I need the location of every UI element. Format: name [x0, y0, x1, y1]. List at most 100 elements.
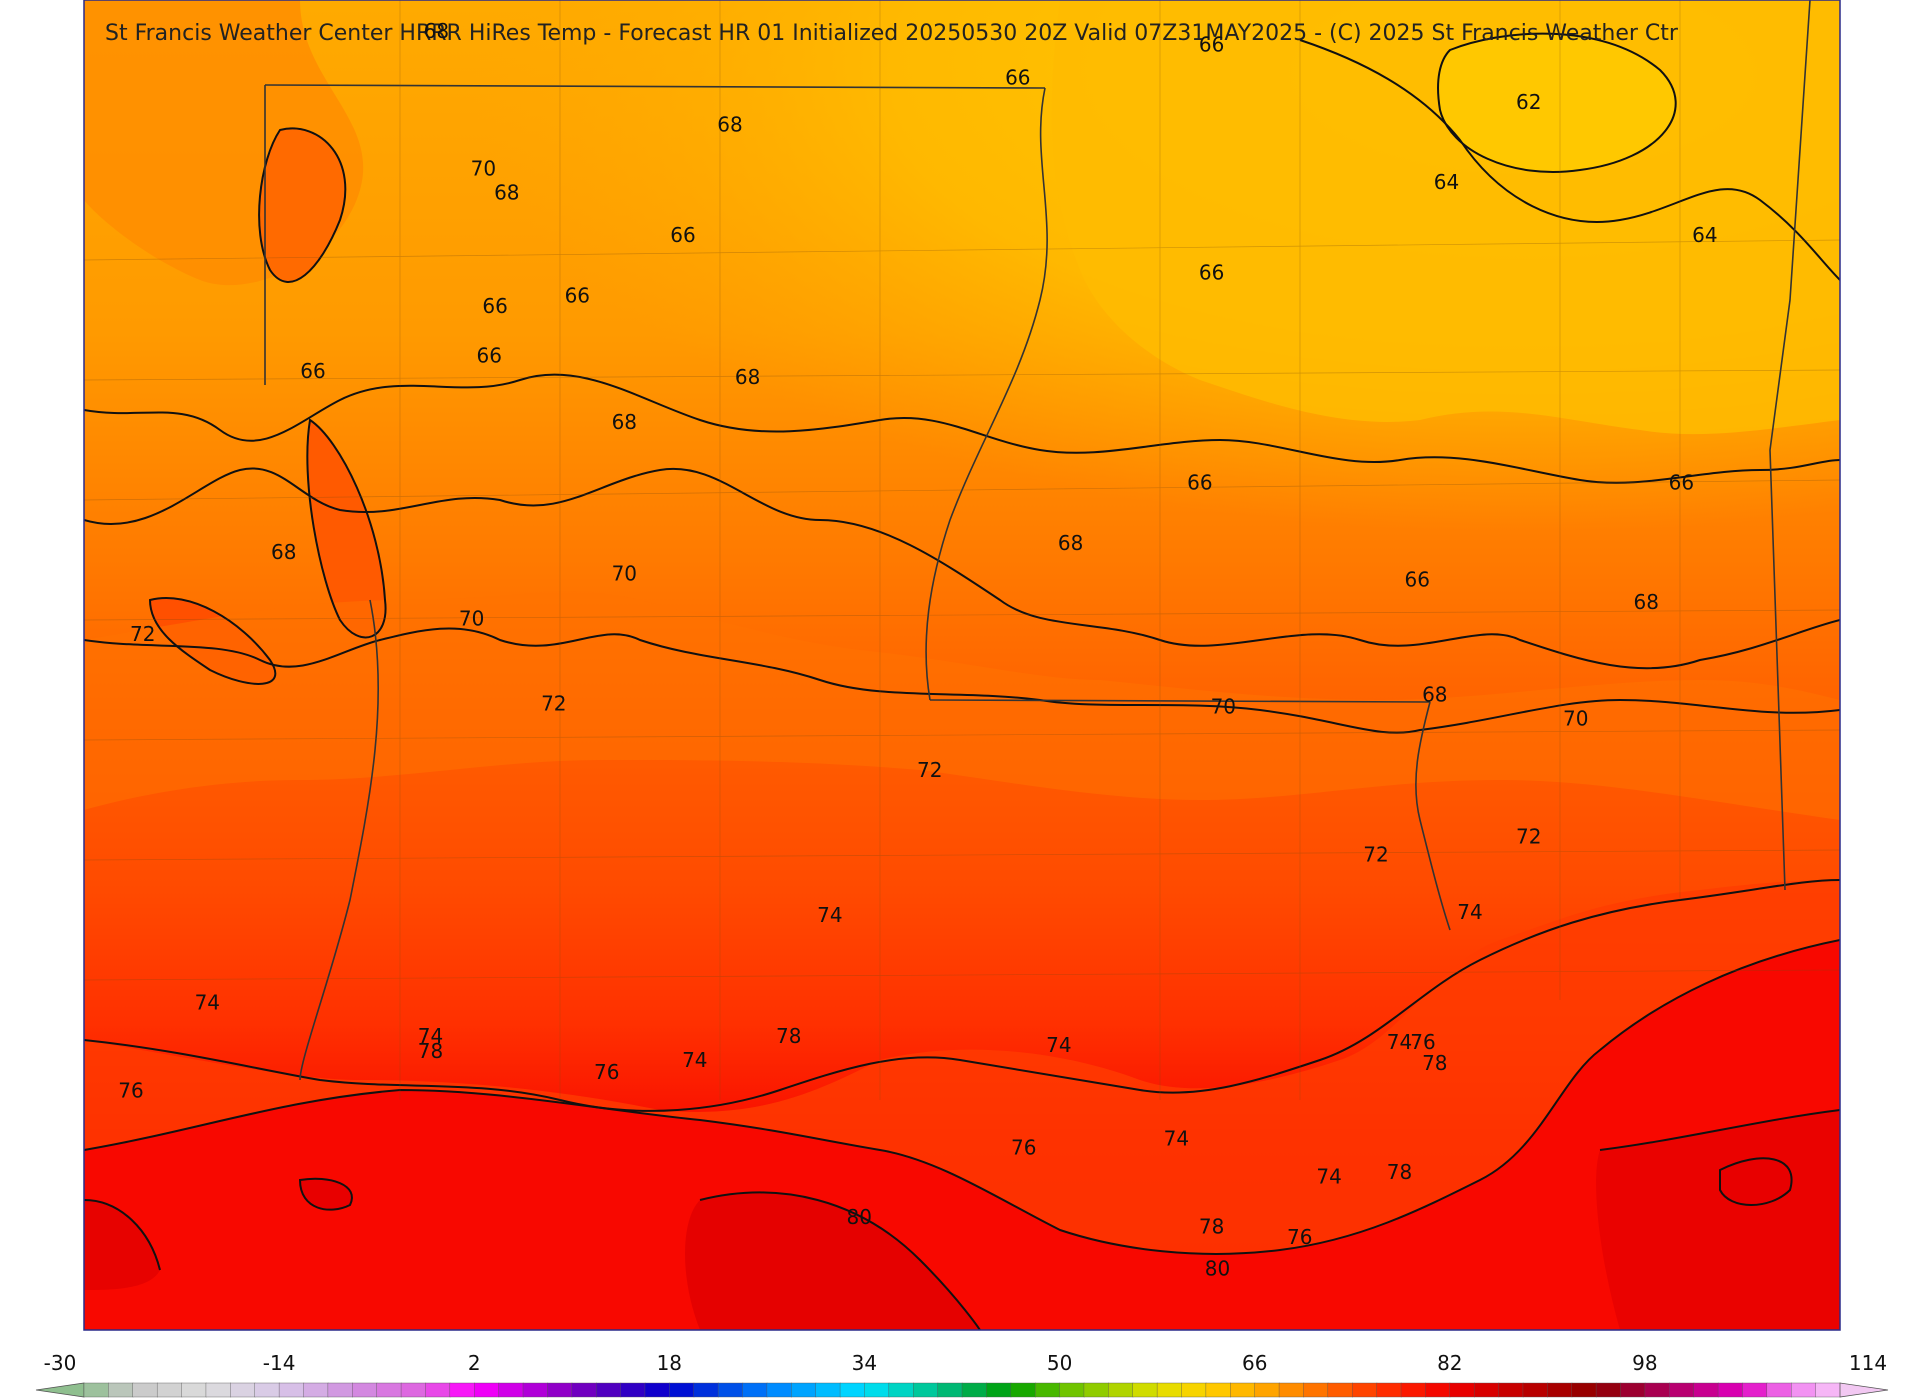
contour-label: 72 [541, 691, 566, 715]
colorbar-swatch [791, 1382, 817, 1398]
colorbar-max-arrow [1839, 1382, 1889, 1398]
contour-label: 78 [1199, 1214, 1224, 1238]
contour-label: 72 [1516, 824, 1541, 848]
colorbar-swatch [742, 1382, 768, 1398]
contour-label: 66 [565, 283, 590, 307]
colorbar-tick-label: 98 [1632, 1351, 1657, 1375]
contour-label: 72 [1363, 843, 1388, 867]
colorbar-swatch [717, 1382, 744, 1398]
contour-label: 76 [594, 1060, 619, 1084]
colorbar-swatch [1083, 1382, 1110, 1398]
contour-label: 76 [1011, 1136, 1036, 1160]
colorbar-swatch [1278, 1382, 1305, 1398]
contour-label: 68 [271, 540, 296, 564]
contour-label: 74 [1316, 1164, 1341, 1188]
contour-label: 66 [476, 344, 501, 368]
colorbar-swatch [547, 1382, 573, 1398]
contour-label: 70 [1211, 694, 1236, 718]
colorbar-swatch [205, 1382, 232, 1398]
contour-label: 76 [1287, 1225, 1312, 1249]
map-frame [83, 0, 1841, 1331]
colorbar-swatch [1254, 1382, 1280, 1398]
colorbar-swatch [1059, 1382, 1085, 1398]
colorbar-swatch [913, 1382, 939, 1398]
contour-label: 76 [1410, 1030, 1435, 1054]
contour-label: 68 [1422, 682, 1447, 706]
contour-label: 74 [195, 991, 220, 1015]
colorbar-swatch [303, 1382, 329, 1398]
colorbar-swatch [425, 1382, 451, 1398]
contour-label: 66 [1199, 261, 1224, 285]
colorbar-swatch [1010, 1382, 1036, 1398]
colorbar: -30 -14 2 18 34 50 66 82 98 114 [35, 1351, 1889, 1398]
contour-label: 74 [1387, 1030, 1412, 1054]
colorbar-swatch [644, 1382, 671, 1398]
state-borders [264, 0, 1811, 1081]
contour-label: 70 [471, 156, 496, 180]
contour-label: 68 [717, 113, 742, 137]
colorbar-swatch [815, 1382, 841, 1398]
colorbar-swatch [400, 1382, 427, 1398]
colorbar-swatch [620, 1382, 646, 1398]
colorbar-swatch [1303, 1382, 1329, 1398]
colorbar-swatch [1473, 1382, 1500, 1398]
contour-label: 66 [300, 359, 325, 383]
contour-label: 66 [1005, 66, 1030, 90]
colorbar-swatch [864, 1382, 890, 1398]
colorbar-swatch [1376, 1382, 1402, 1398]
contour-label: 68 [735, 365, 760, 389]
colorbar-swatch [1327, 1382, 1353, 1398]
colorbar-swatch [132, 1382, 158, 1398]
colorbar-swatch [1230, 1382, 1256, 1398]
colorbar-swatch [1669, 1382, 1695, 1398]
colorbar-tick-label: 82 [1437, 1351, 1462, 1375]
colorbar-swatch [937, 1382, 963, 1398]
colorbar-swatch [1108, 1382, 1134, 1398]
map-title: St Francis Weather Center HRRR HiRes Tem… [105, 21, 1679, 46]
colorbar-tick-label: 114 [1849, 1351, 1887, 1375]
contour-label: 64 [1692, 223, 1717, 247]
colorbar-tick-label: -14 [263, 1351, 296, 1375]
colorbar-swatches [83, 1382, 1841, 1398]
contour-label: 78 [776, 1024, 801, 1048]
colorbar-swatch [839, 1382, 866, 1398]
colorbar-swatch [327, 1382, 353, 1398]
colorbar-swatch [278, 1382, 305, 1398]
contour-label: 68 [494, 181, 519, 205]
contour-label: 72 [130, 622, 155, 646]
colorbar-swatch [181, 1382, 207, 1398]
contour-label: 68 [424, 19, 449, 43]
colorbar-swatch [230, 1382, 256, 1398]
colorbar-swatch [156, 1382, 183, 1398]
colorbar-swatch [1425, 1382, 1451, 1398]
colorbar-swatch [1644, 1382, 1670, 1398]
colorbar-tick-label: -30 [44, 1351, 77, 1375]
colorbar-swatch [1547, 1382, 1573, 1398]
colorbar-swatch [474, 1382, 500, 1398]
colorbar-tick-label: 2 [468, 1351, 481, 1375]
colorbar-swatch [108, 1382, 134, 1398]
colorbar-tick-labels: -30 -14 2 18 34 50 66 82 98 114 [44, 1351, 1887, 1375]
colorbar-swatch [449, 1382, 475, 1398]
contour-label: 66 [482, 294, 507, 318]
colorbar-swatch [1815, 1382, 1841, 1398]
colorbar-swatch [1595, 1382, 1622, 1398]
colorbar-swatch [522, 1382, 549, 1398]
colorbar-swatch [1449, 1382, 1475, 1398]
contour-label: 74 [418, 1024, 443, 1048]
colorbar-swatch [1205, 1382, 1231, 1398]
colorbar-swatch [669, 1382, 695, 1398]
colorbar-tick-label: 34 [852, 1351, 877, 1375]
colorbar-swatch [1620, 1382, 1646, 1398]
contour-label: 80 [1205, 1257, 1230, 1281]
colorbar-swatch [1034, 1382, 1061, 1398]
colorbar-swatch [352, 1382, 378, 1398]
colorbar-swatch [498, 1382, 524, 1398]
contour-label: 68 [612, 410, 637, 434]
contour-label: 70 [1563, 707, 1588, 731]
contour-label: 70 [459, 607, 484, 631]
colorbar-swatch [1498, 1382, 1524, 1398]
colorbar-swatch [1693, 1382, 1719, 1398]
colorbar-min-arrow [35, 1382, 85, 1398]
